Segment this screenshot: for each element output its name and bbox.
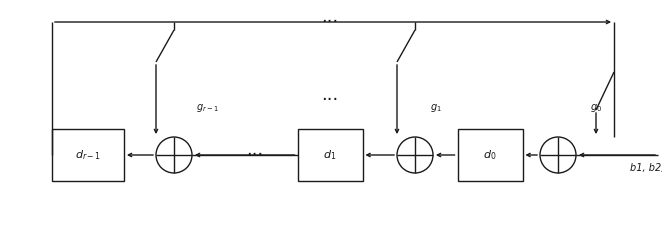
Text: ···: ···	[246, 146, 263, 164]
Text: $d_0$: $d_0$	[483, 148, 496, 162]
Text: $g_0$: $g_0$	[590, 102, 602, 114]
Bar	[52, 129, 124, 181]
Text: $d_1$: $d_1$	[323, 148, 337, 162]
Text: ···: ···	[321, 13, 339, 31]
Bar	[457, 129, 522, 181]
Text: b1, b2, b3,…: b1, b2, b3,…	[630, 163, 662, 173]
Text: $g_{r-1}$: $g_{r-1}$	[196, 102, 219, 114]
Text: ···: ···	[321, 91, 339, 109]
Text: $d_{r-1}$: $d_{r-1}$	[75, 148, 101, 162]
Bar	[297, 129, 363, 181]
Text: $g_1$: $g_1$	[430, 102, 442, 114]
